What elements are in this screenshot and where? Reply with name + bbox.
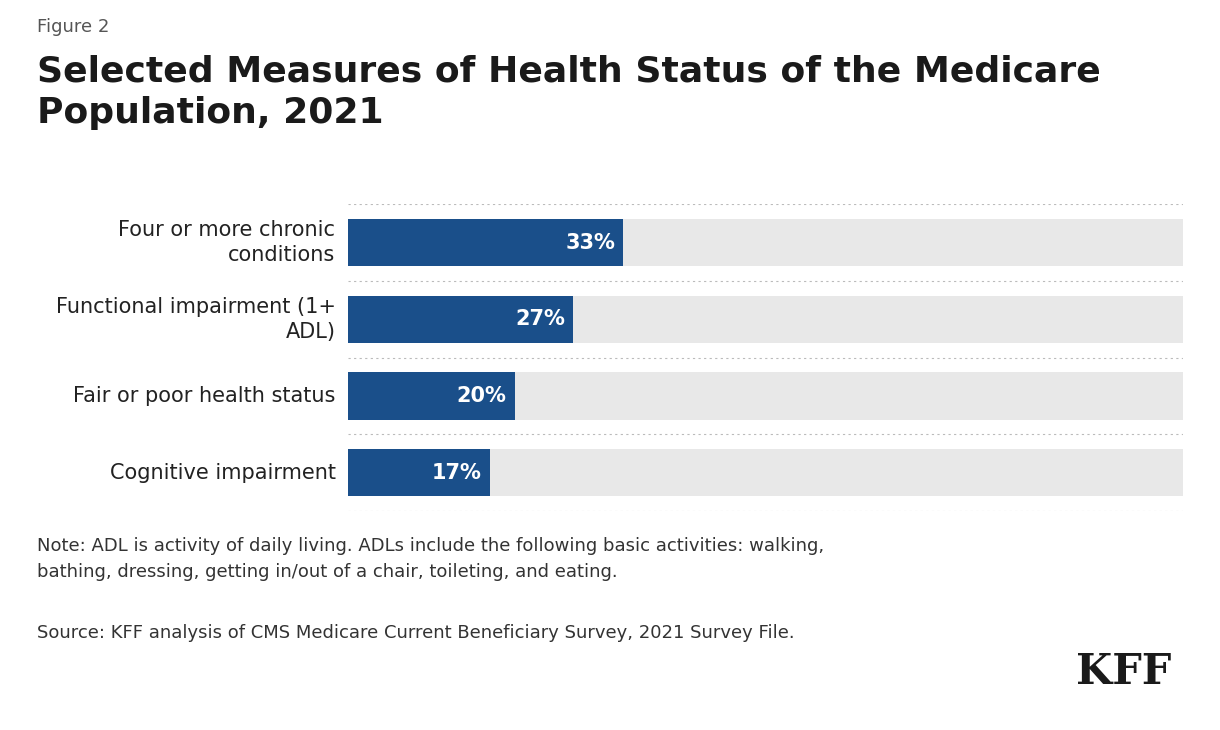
- Text: 27%: 27%: [515, 310, 565, 329]
- Bar: [348, 372, 1183, 420]
- Bar: [348, 219, 623, 266]
- Text: 20%: 20%: [456, 386, 506, 406]
- Text: Four or more chronic
conditions: Four or more chronic conditions: [118, 220, 336, 265]
- Text: 17%: 17%: [432, 463, 482, 483]
- Bar: [348, 219, 1183, 266]
- Text: Cognitive impairment: Cognitive impairment: [110, 463, 336, 483]
- Text: Fair or poor health status: Fair or poor health status: [73, 386, 336, 406]
- Text: Note: ADL is activity of daily living. ADLs include the following basic activiti: Note: ADL is activity of daily living. A…: [37, 537, 824, 581]
- Text: Source: KFF analysis of CMS Medicare Current Beneficiary Survey, 2021 Survey Fil: Source: KFF analysis of CMS Medicare Cur…: [37, 624, 794, 642]
- Bar: [348, 449, 489, 496]
- Bar: [348, 372, 515, 420]
- Text: Functional impairment (1+
ADL): Functional impairment (1+ ADL): [55, 297, 336, 342]
- Bar: [348, 449, 1183, 496]
- Text: Figure 2: Figure 2: [37, 18, 109, 36]
- Bar: [348, 296, 1183, 343]
- Text: KFF: KFF: [1076, 651, 1171, 693]
- Bar: [348, 296, 573, 343]
- Text: Selected Measures of Health Status of the Medicare
Population, 2021: Selected Measures of Health Status of th…: [37, 55, 1100, 129]
- Text: 33%: 33%: [565, 233, 615, 253]
